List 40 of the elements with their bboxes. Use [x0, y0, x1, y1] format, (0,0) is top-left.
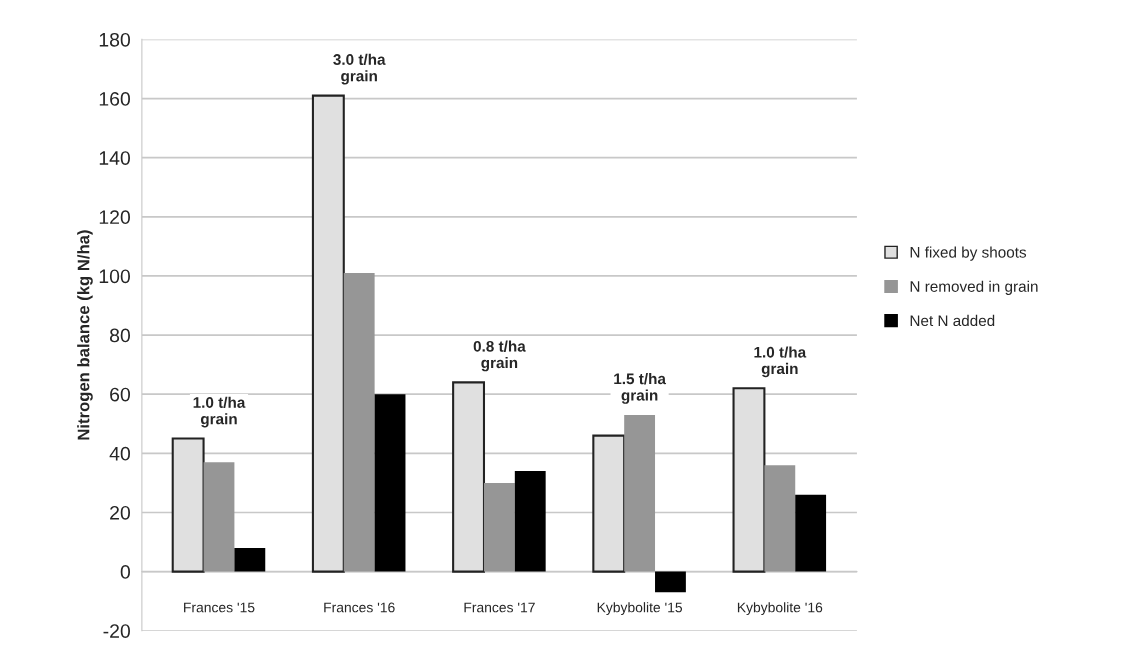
y-tick-label: 140 [99, 151, 131, 165]
y-axis-title: Nitrogen balance (kg N/ha) [77, 230, 93, 440]
bar [203, 462, 235, 572]
y-tick-label: 80 [109, 328, 131, 343]
legend-label: N removed in grain [910, 280, 1038, 295]
x-tick-label: Kybybolite '16 [737, 602, 823, 616]
y-tick-label: 120 [99, 210, 131, 225]
annotation: 1.0 t/ha grain [193, 396, 246, 428]
bar [592, 434, 626, 573]
bar [764, 465, 796, 572]
y-tick-label: 180 [99, 32, 131, 47]
legend-label: Net N added [910, 314, 995, 327]
legend-label: N fixed by shoots [910, 246, 1027, 261]
bar [452, 381, 486, 573]
bar [234, 547, 266, 572]
y-tick-label: -20 [103, 624, 131, 638]
bar [514, 471, 546, 572]
y-tick-label: 40 [109, 446, 131, 461]
x-tick-label: Frances '15 [184, 602, 255, 613]
y-tick-label: 0 [120, 565, 130, 579]
annotation: 1.0 t/ha grain [754, 346, 807, 378]
x-tick-label: Frances '17 [464, 602, 535, 613]
x-tick-label: Frances '16 [324, 602, 395, 613]
bar [624, 414, 656, 572]
bar [483, 482, 515, 572]
bar [311, 94, 345, 573]
y-tick-label: 160 [99, 92, 131, 106]
y-tick-label: 100 [99, 269, 131, 284]
annotation: 0.8 t/ha grain [473, 340, 526, 372]
x-tick-label: Kybybolite '15 [597, 602, 683, 616]
bar [732, 387, 766, 573]
annotation: 3.0 t/ha grain [333, 53, 386, 85]
bar [343, 272, 375, 572]
bar [374, 394, 406, 572]
y-tick-label: 60 [110, 387, 131, 402]
bar [795, 494, 827, 572]
bar [171, 437, 205, 573]
annotation: 1.5 t/ha grain [614, 373, 667, 404]
y-tick-label: 20 [110, 505, 131, 520]
bar [655, 571, 686, 593]
